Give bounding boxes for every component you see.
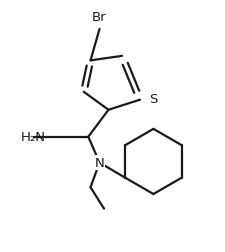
Text: Br: Br	[92, 11, 106, 24]
Text: N: N	[94, 156, 104, 169]
Text: H₂N: H₂N	[21, 131, 46, 144]
Text: S: S	[148, 93, 157, 106]
